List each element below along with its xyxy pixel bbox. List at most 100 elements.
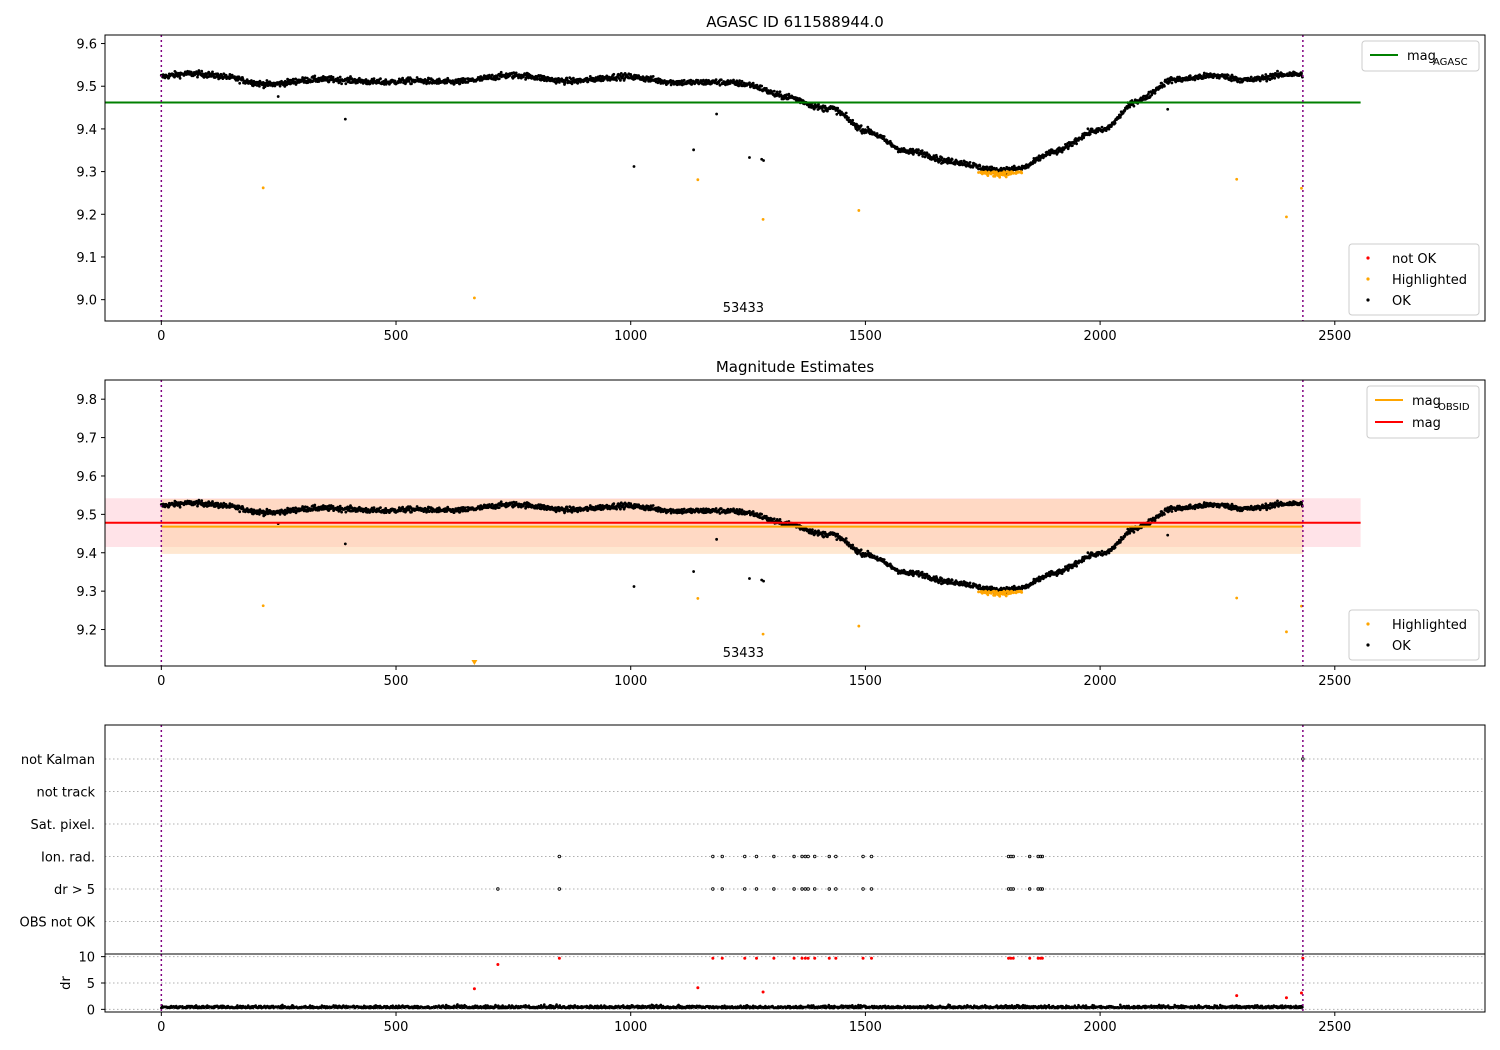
ok-point xyxy=(570,82,574,86)
ok-point xyxy=(1166,107,1170,111)
ok-point xyxy=(778,518,782,521)
ok-point xyxy=(615,507,618,511)
legend-label: mag xyxy=(1407,49,1436,64)
highlighted-point xyxy=(761,218,765,221)
y-tick-label: 9.5 xyxy=(76,80,97,95)
ok-point xyxy=(252,79,256,83)
axes-frame xyxy=(104,34,1486,322)
ok-point xyxy=(245,507,249,510)
ok-point xyxy=(399,509,403,513)
ok-point xyxy=(399,80,403,84)
ok-point xyxy=(291,77,295,81)
chart-title: AGASC ID 611588944.0 xyxy=(706,13,884,31)
ok-point xyxy=(882,135,886,138)
ok-point xyxy=(200,69,204,73)
ok-point xyxy=(748,156,751,159)
ok-point xyxy=(258,512,261,516)
x-tick-label: 1000 xyxy=(614,329,647,344)
ok-point xyxy=(545,79,549,83)
ok-point xyxy=(463,506,467,510)
ok-point xyxy=(696,78,700,82)
y-tick-label: 9.2 xyxy=(76,208,97,223)
ok-point xyxy=(569,77,573,81)
ok-point xyxy=(1261,74,1264,78)
ok-point xyxy=(343,117,347,121)
ok-point xyxy=(451,507,455,511)
ok-point xyxy=(1088,132,1092,136)
ok-point xyxy=(916,150,919,154)
highlighted-point xyxy=(1300,186,1303,190)
ok-point xyxy=(1217,76,1221,80)
ok-point xyxy=(940,577,944,580)
ok-point xyxy=(787,92,791,96)
ok-point xyxy=(950,158,954,161)
highlighted-point xyxy=(473,296,476,300)
ok-point xyxy=(765,87,768,90)
ok-point xyxy=(200,499,204,503)
ok-point xyxy=(1075,142,1078,146)
ok-point xyxy=(349,75,352,78)
ok-point xyxy=(238,510,242,514)
ok-point xyxy=(563,81,567,85)
ok-point xyxy=(207,500,211,504)
legend-frame xyxy=(1361,40,1480,72)
ok-point xyxy=(196,75,199,79)
ok-point xyxy=(338,75,342,79)
ok-point xyxy=(358,76,361,80)
ok-point xyxy=(344,82,348,86)
ok-point xyxy=(811,528,814,532)
plot-area xyxy=(105,380,1361,666)
ok-point xyxy=(617,77,621,80)
ok-point xyxy=(1300,71,1303,75)
ok-point xyxy=(940,156,944,160)
ok-point xyxy=(285,511,289,515)
ok-point xyxy=(826,109,829,113)
ok-point xyxy=(1007,166,1011,170)
ok-point xyxy=(844,111,848,115)
ok-point xyxy=(1066,147,1070,151)
ok-point xyxy=(1226,503,1230,506)
highlighted-point xyxy=(984,170,988,174)
ok-point xyxy=(1170,81,1174,85)
ok-point xyxy=(211,500,214,503)
highlighted-point xyxy=(696,178,700,182)
highlighted-point xyxy=(986,174,990,178)
ok-point xyxy=(1276,69,1279,73)
highlighted-point xyxy=(261,186,265,190)
panel-agasc: 0 500 1000 1500 2000 25009.09.19.29.39.49.59.… xyxy=(76,13,1486,344)
ok-point xyxy=(714,507,718,510)
ok-point xyxy=(1107,127,1111,131)
ok-point xyxy=(305,505,309,509)
ok-point xyxy=(1264,73,1268,76)
legend-marker xyxy=(1366,298,1370,302)
ok-point xyxy=(490,73,494,77)
ok-point xyxy=(1086,127,1090,131)
ok-point xyxy=(1090,127,1094,131)
ok-point xyxy=(245,78,249,82)
ok-point xyxy=(1163,84,1166,88)
highlighted-point xyxy=(1004,175,1008,179)
ok-point xyxy=(971,165,975,169)
ok-point xyxy=(570,510,574,514)
ok-point xyxy=(612,72,616,76)
ok-point xyxy=(817,103,820,106)
ok-point xyxy=(859,548,863,552)
legend-label: Highlighted xyxy=(1392,273,1467,288)
ok-point xyxy=(224,73,228,77)
ok-point xyxy=(911,153,915,156)
ok-point xyxy=(393,508,397,511)
ok-point xyxy=(682,78,686,82)
ok-point xyxy=(312,79,315,82)
ok-point xyxy=(1071,144,1074,148)
ok-point xyxy=(968,581,972,585)
ok-point xyxy=(1072,142,1076,145)
ok-point xyxy=(847,116,850,120)
ok-point xyxy=(463,77,467,81)
ok-point xyxy=(356,81,359,85)
ok-point xyxy=(714,78,718,82)
legend-label: not OK xyxy=(1392,252,1437,267)
panel-magnitude-estimates: 0 500 1000 1500 2000 25009.29.39.49.59.69.79.… xyxy=(76,358,1486,689)
y-tick-label: 9.0 xyxy=(76,294,97,309)
ok-point xyxy=(619,72,623,75)
